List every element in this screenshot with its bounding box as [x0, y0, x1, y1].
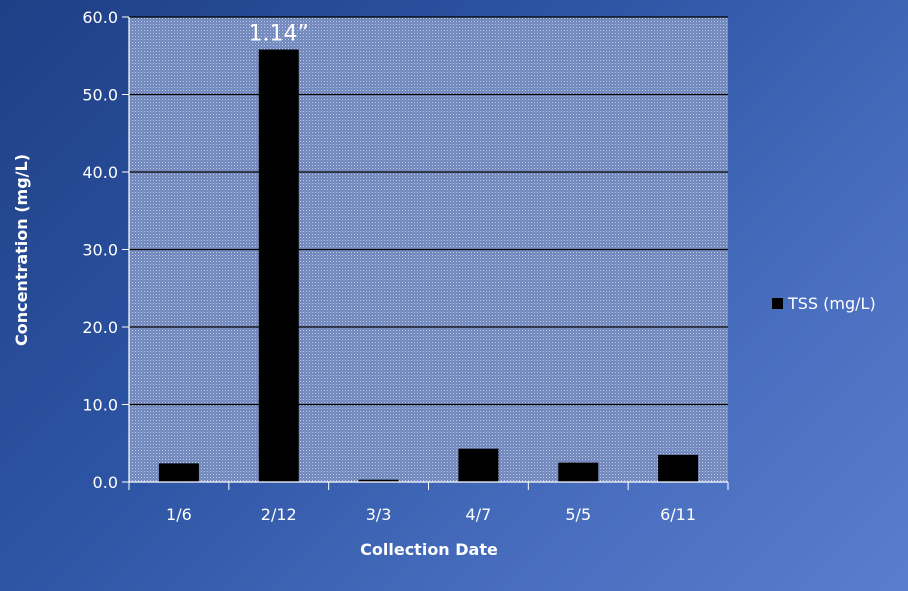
- y-tick-labels: 0.0 10.0 20.0 30.0 40.0 50.0 60.0: [82, 8, 129, 492]
- x-tick-label: 3/3: [366, 505, 392, 524]
- bar-3-3: [358, 479, 399, 482]
- y-tick-label: 30.0: [82, 241, 118, 260]
- bar-annotation: 1.14”: [249, 22, 309, 47]
- bars: [158, 49, 699, 483]
- legend-swatch-tss: [772, 298, 783, 309]
- x-axis-title: Collection Date: [360, 540, 498, 559]
- y-tick-label: 60.0: [82, 8, 118, 27]
- x-tick-labels: 1/6 2/12 3/3 4/7 5/5 6/11: [128, 482, 729, 524]
- y-tick-label: 10.0: [82, 396, 118, 415]
- y-tick-label: 0.0: [93, 473, 118, 492]
- x-tick-label: 1/6: [166, 505, 192, 524]
- bar-5-5: [558, 462, 599, 482]
- bar-2-12: [258, 49, 299, 483]
- gridlines: [129, 16, 728, 406]
- y-axis-title: Concentration (mg/L): [12, 154, 31, 346]
- y-tick-label: 50.0: [82, 86, 118, 105]
- bar-6-11: [658, 454, 699, 482]
- x-tick-label: 4/7: [466, 505, 492, 524]
- bar-1-6: [158, 463, 199, 482]
- y-tick-label: 40.0: [82, 163, 118, 182]
- x-tick-label: 6/11: [660, 505, 696, 524]
- legend-label-tss: TSS (mg/L): [787, 294, 876, 313]
- x-tick-label: 5/5: [565, 505, 591, 524]
- x-tick-label: 2/12: [261, 505, 297, 524]
- legend: TSS (mg/L): [772, 294, 876, 313]
- y-tick-label: 20.0: [82, 318, 118, 337]
- bar-4-7: [458, 448, 499, 482]
- annotations: 1.14”: [249, 22, 309, 47]
